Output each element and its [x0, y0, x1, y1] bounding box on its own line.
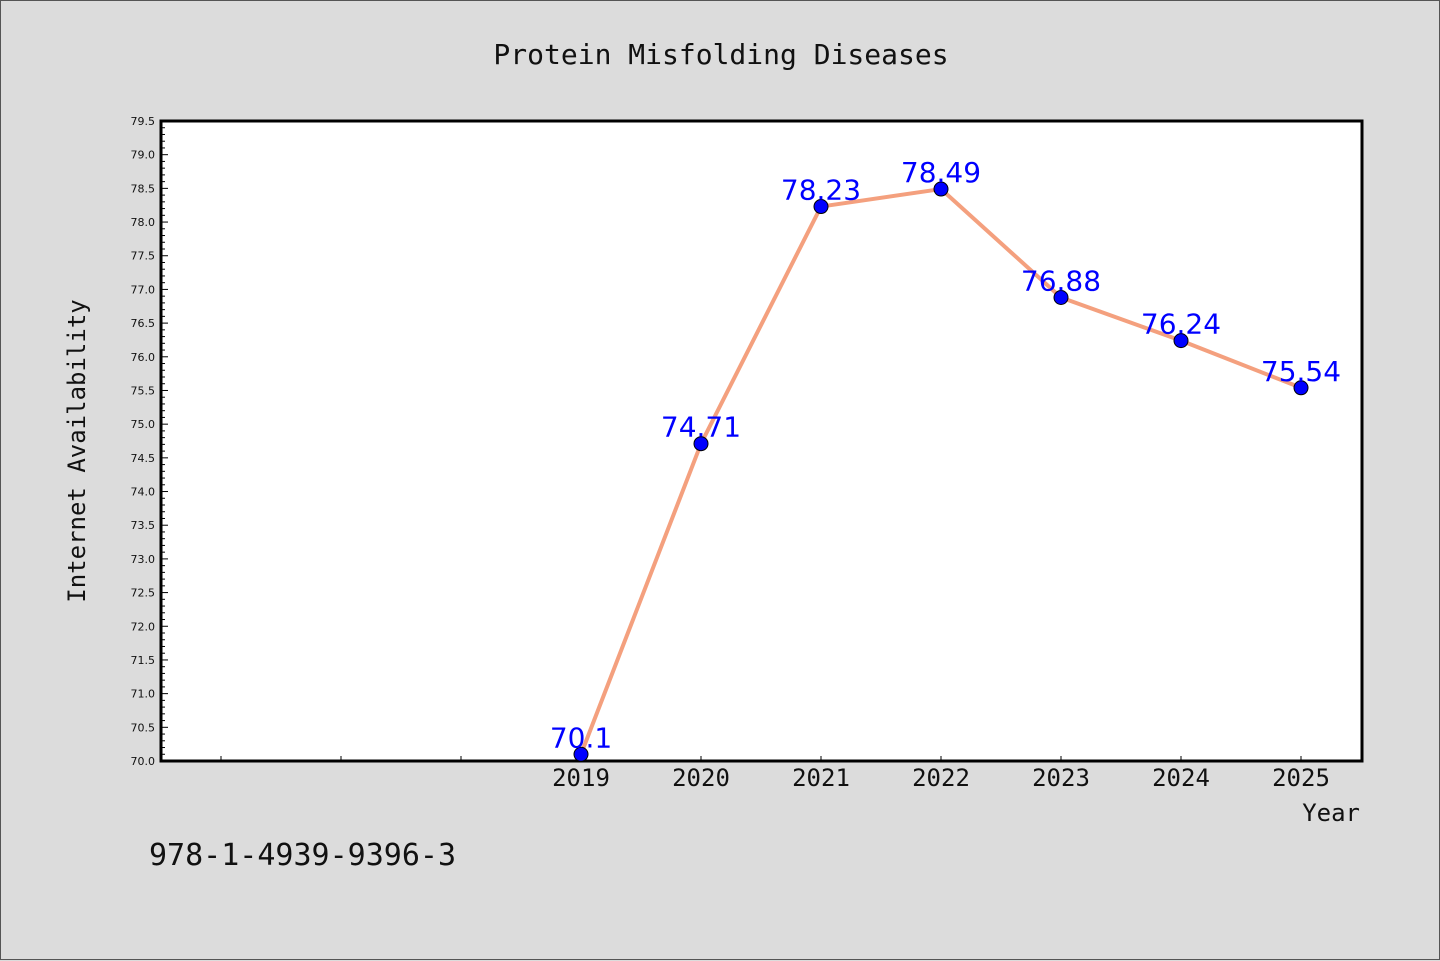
- data-point: [573, 746, 589, 762]
- x-axis: 2019 2020 2021 2022 2023 2024 2025: [220, 756, 1330, 792]
- y-tick-label: 70.5: [131, 721, 156, 734]
- y-tick-label: 72.5: [131, 587, 156, 600]
- y-tick-label: 73.5: [131, 519, 156, 532]
- y-tick-label: 78.5: [131, 182, 156, 195]
- data-point: [1293, 380, 1309, 396]
- data-point: [933, 181, 949, 197]
- data-point: [813, 199, 829, 215]
- x-tick-label: 2023: [1032, 764, 1090, 792]
- y-tick-label: 79.0: [131, 149, 156, 162]
- data-label: 70.1: [550, 721, 612, 754]
- y-axis-label: Internet Availability: [63, 299, 91, 602]
- y-tick-label: 77.5: [131, 250, 156, 263]
- isbn-annotation: 978-1-4939-9396-3: [149, 838, 456, 873]
- data-point: [1053, 290, 1069, 306]
- x-tick-label: 2024: [1152, 764, 1210, 792]
- x-tick-label: 2022: [912, 764, 970, 792]
- data-label: 74.71: [661, 411, 741, 444]
- x-tick-label: 2021: [792, 764, 850, 792]
- y-tick-label: 75.5: [131, 384, 156, 397]
- y-tick-label: 74.5: [131, 452, 156, 465]
- x-tick-label: 2025: [1272, 764, 1330, 792]
- y-tick-label: 70.0: [131, 755, 156, 768]
- y-tick-label: 77.0: [131, 283, 156, 296]
- y-tick-label: 73.0: [131, 553, 156, 566]
- y-tick-label: 76.5: [131, 317, 156, 330]
- y-tick-label: 78.0: [131, 216, 156, 229]
- y-tick-label: 74.0: [131, 486, 156, 499]
- x-axis-label: Year: [1302, 799, 1360, 827]
- data-label: 78.23: [781, 174, 861, 207]
- data-label: 78.49: [901, 156, 981, 189]
- x-tick-label: 2020: [672, 764, 730, 792]
- y-tick-label: 71.5: [131, 654, 156, 667]
- chart-title: Protein Misfolding Diseases: [493, 38, 948, 71]
- y-tick-label: 76.0: [131, 351, 156, 364]
- data-label: 76.24: [1141, 308, 1221, 341]
- x-tick-label: 2019: [552, 764, 610, 792]
- y-tick-label: 79.5: [131, 115, 156, 128]
- y-tick-label: 72.0: [131, 620, 156, 633]
- plot-area: [159, 119, 1364, 763]
- data-label: 75.54: [1261, 355, 1341, 388]
- data-point: [693, 436, 709, 452]
- y-tick-label: 71.0: [131, 688, 156, 701]
- y-tick-label: 75.0: [131, 418, 156, 431]
- y-axis: 70.0 70.5 71.0 71.5 72.0 72.5 73.0 73.5 74.0 74.5…: [131, 115, 168, 768]
- series-layer: 70.1 74.71 78.23 78.49 76.88 76.24 75.54: [550, 156, 1341, 762]
- data-point: [1173, 333, 1189, 349]
- data-label: 76.88: [1021, 265, 1101, 298]
